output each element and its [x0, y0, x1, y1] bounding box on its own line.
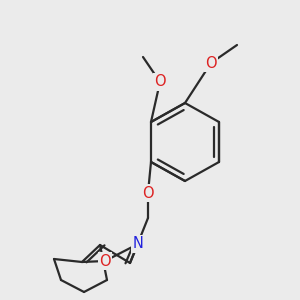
Text: O: O	[154, 74, 166, 89]
Text: O: O	[99, 254, 111, 268]
Text: O: O	[142, 185, 154, 200]
Text: N: N	[133, 236, 143, 251]
Text: O: O	[205, 56, 217, 70]
